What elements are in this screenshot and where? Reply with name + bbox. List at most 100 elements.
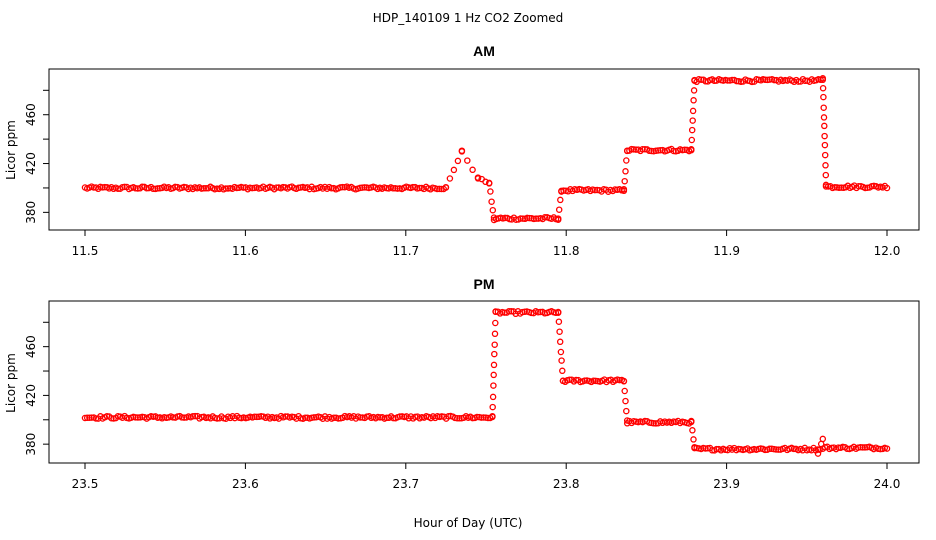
data-point-pm <box>473 413 481 421</box>
data-point-am <box>822 162 829 169</box>
data-point-pm <box>688 418 695 426</box>
data-point-am <box>339 183 346 191</box>
data-point-am <box>530 215 538 223</box>
data-point-pm <box>775 446 782 453</box>
data-point-pm <box>621 387 628 395</box>
data-point-pm <box>814 450 822 457</box>
y-tick-label-am-2: 460 <box>24 103 38 126</box>
x-tick-label-pm-1: 23.6 <box>232 477 259 491</box>
data-point-am <box>622 168 629 175</box>
data-point-pm <box>132 414 139 421</box>
data-point-am <box>819 84 827 92</box>
data-point-pm <box>843 445 851 453</box>
data-point-pm <box>622 397 629 405</box>
data-point-am <box>762 76 769 84</box>
data-point-pm <box>490 371 497 379</box>
data-point-am <box>820 114 828 121</box>
data-point-am <box>591 186 599 194</box>
panel-title-am: AM <box>473 43 495 59</box>
data-point-am <box>821 122 828 130</box>
data-point-pm <box>650 420 657 427</box>
data-point-pm <box>310 414 318 421</box>
data-point-pm <box>478 414 485 421</box>
figure-title: HDP_140109 1 Hz CO2 Zoomed <box>373 11 564 25</box>
data-point-pm <box>489 413 496 421</box>
data-point-am <box>482 178 489 186</box>
data-point-am <box>519 215 527 222</box>
panel-pm: PM Licor ppm 23.5 23.6 23.7 23.8 23.9 24.0 380… <box>4 276 920 491</box>
data-point-am <box>820 104 827 111</box>
data-point-pm <box>859 444 866 451</box>
data-point-pm <box>592 377 599 385</box>
x-tick-label-am-0: 11.5 <box>72 244 99 258</box>
data-point-pm <box>491 350 498 358</box>
data-point-pm <box>857 443 864 451</box>
data-point-am <box>458 147 466 154</box>
data-point-pm <box>396 413 404 420</box>
data-point-pm <box>83 414 91 422</box>
data-point-pm <box>490 361 498 369</box>
y-axis-label-am: Licor ppm <box>4 120 18 180</box>
data-point-am <box>822 171 830 179</box>
data-point-am <box>689 107 697 115</box>
data-point-am <box>646 147 653 155</box>
data-point-am <box>442 184 450 191</box>
data-point-pm <box>86 414 93 421</box>
data-point-am <box>488 198 495 205</box>
data-point-am <box>200 185 208 192</box>
data-point-pm <box>357 414 364 421</box>
data-point-am <box>639 145 646 153</box>
data-point-pm <box>534 308 542 316</box>
data-point-am <box>359 184 366 191</box>
data-point-pm <box>556 328 563 335</box>
x-tick-label-pm-5: 24.0 <box>874 477 901 491</box>
data-point-am <box>541 214 549 221</box>
data-point-pm <box>816 446 823 453</box>
data-point-pm <box>489 403 496 411</box>
data-point-am <box>464 157 471 164</box>
data-point-pm <box>505 307 513 315</box>
data-point-pm <box>480 414 487 421</box>
data-point-pm <box>620 377 628 385</box>
data-point-pm <box>819 435 827 443</box>
data-point-am <box>132 185 139 192</box>
data-point-pm <box>623 407 630 415</box>
data-point-am <box>620 187 628 195</box>
x-tick-label-pm-4: 23.9 <box>713 477 740 491</box>
data-point-am <box>416 184 423 192</box>
data-point-am <box>149 185 157 193</box>
plot-frame-am <box>48 68 920 231</box>
plot-frame-pm <box>48 300 920 464</box>
data-point-pm <box>390 414 397 422</box>
data-point-pm <box>861 444 869 451</box>
data-point-pm <box>559 367 566 375</box>
data-point-am <box>487 188 494 195</box>
x-tick-label-pm-3: 23.8 <box>553 477 580 491</box>
data-point-am <box>688 136 696 144</box>
y-tick-label-am-0: 380 <box>24 201 38 224</box>
data-point-pm <box>453 414 461 422</box>
data-point-pm <box>491 330 499 338</box>
x-tick-label-am-4: 11.9 <box>713 244 740 258</box>
data-point-pm <box>554 308 562 316</box>
data-point-am <box>557 196 564 204</box>
data-point-pm <box>169 414 177 421</box>
data-point-am <box>821 141 829 149</box>
x-axis-label: Hour of Day (UTC) <box>414 516 523 530</box>
data-point-am <box>394 185 401 192</box>
data-point-pm <box>690 436 697 443</box>
y-tick-label-pm-1: 420 <box>24 384 38 407</box>
x-tick-label-am-1: 11.6 <box>232 244 259 258</box>
data-point-pm <box>766 445 773 453</box>
data-point-pm <box>558 357 565 364</box>
data-point-am <box>222 185 230 192</box>
data-point-am <box>688 126 696 134</box>
x-tick-label-am-3: 11.8 <box>553 244 580 258</box>
data-point-am <box>489 206 497 214</box>
data-point-am <box>273 184 280 191</box>
data-point-pm <box>772 446 780 453</box>
data-point-am <box>831 184 839 191</box>
data-point-pm <box>88 414 95 421</box>
data-point-pm <box>492 319 499 327</box>
